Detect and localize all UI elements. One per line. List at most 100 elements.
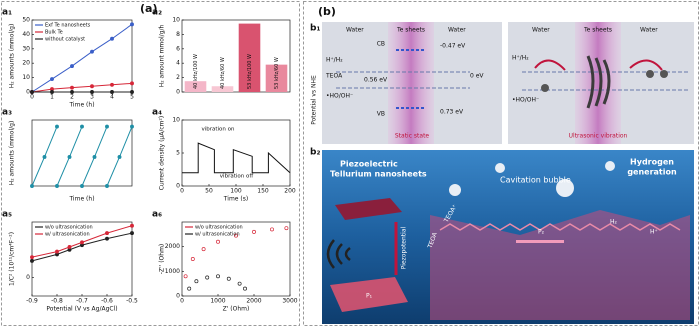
- point: [105, 124, 109, 129]
- point: [70, 85, 74, 90]
- y-tick-label: 0: [26, 274, 30, 281]
- label: •HO/OH⁻: [326, 93, 353, 100]
- panel-b-frame: [303, 1, 699, 326]
- x-axis-label: Time (s): [223, 196, 248, 203]
- point: [90, 90, 94, 94]
- label: Static state: [395, 133, 430, 140]
- x-tick-label: 50: [205, 188, 213, 195]
- y-tick-label: 10: [172, 17, 180, 24]
- point: [30, 255, 34, 260]
- bar: [184, 81, 207, 92]
- x-tick-label: 150: [257, 188, 269, 195]
- point: [130, 81, 134, 86]
- label: VB: [377, 111, 385, 118]
- b2-illustration: Piezoelectric Tellurium nanosheets Cavit…: [322, 150, 694, 324]
- plot-frame: [181, 221, 291, 297]
- x-tick-label: 3000: [282, 298, 297, 305]
- panel-label: b₂: [310, 148, 320, 158]
- label: •HO/OH⁻: [512, 97, 539, 104]
- x-tick-label: -0.6: [101, 298, 113, 305]
- panel-a-frame: [1, 1, 300, 326]
- point: [130, 231, 134, 236]
- legend-label: w/o ultrasonication: [195, 225, 243, 231]
- legend-label: w/ ultrasonication: [195, 232, 240, 238]
- label: H⁺: [650, 229, 658, 236]
- point: [90, 49, 94, 54]
- panel-label: (b): [318, 5, 336, 18]
- bubble: [495, 163, 505, 173]
- panel-label: a₅: [2, 210, 12, 220]
- label: generation: [627, 168, 677, 177]
- y-axis-label: Current density (μA/cm²): [159, 116, 166, 191]
- point: [216, 239, 220, 244]
- x-tick-label: -0.7: [76, 298, 88, 305]
- bar-label: 40 kHz/60 W: [220, 57, 226, 89]
- point: [50, 90, 54, 94]
- label: Tellurium nanosheets: [330, 170, 427, 179]
- point: [130, 223, 134, 228]
- axis-label: Potential vs NHE: [311, 75, 318, 125]
- point: [70, 90, 74, 94]
- x-tick-label: 1: [50, 94, 54, 101]
- x-tick-label: 0: [30, 94, 34, 101]
- y-tick-label: 0: [176, 89, 180, 96]
- point: [105, 184, 109, 188]
- point: [80, 124, 84, 129]
- panel-label: a₆: [152, 210, 162, 220]
- point: [183, 274, 188, 279]
- point: [216, 274, 220, 279]
- y-tick-label: 8: [176, 31, 180, 38]
- point: [110, 90, 114, 94]
- bar-label: 53 kHz/60 W: [274, 57, 280, 89]
- point: [130, 22, 134, 27]
- label: H₂: [610, 219, 618, 226]
- line: [31, 232, 133, 262]
- bar-label: 53 kHz/100 W: [247, 54, 253, 89]
- label: Te sheets: [396, 27, 425, 34]
- x-tick-label: 2: [70, 94, 74, 101]
- bar: [265, 64, 288, 92]
- label: H⁺/H₂: [512, 55, 529, 62]
- point: [92, 155, 97, 159]
- y-tick-label: 0: [26, 89, 30, 96]
- x-tick-label: 3: [90, 94, 94, 101]
- label: 0.73 eV: [440, 109, 464, 116]
- label: Piezopotential: [401, 226, 408, 269]
- x-tick-label: 100: [230, 188, 242, 195]
- point: [42, 155, 47, 159]
- x-tick-label: -0.8: [51, 298, 63, 305]
- x-tick-label: 200: [284, 188, 296, 195]
- y-tick-label: 2000: [165, 243, 180, 250]
- label: TEOA: [325, 73, 343, 80]
- y-tick-label: 5: [176, 150, 180, 157]
- point: [80, 240, 84, 245]
- hole: [541, 84, 549, 92]
- y-tick-label: 10: [22, 74, 30, 81]
- b1-left: Water Te sheets Water CB VB -0.47 eV 0 e…: [322, 22, 502, 144]
- label: P₂: [538, 229, 545, 236]
- nanosheet: [330, 277, 408, 312]
- x-tick-label: 0: [180, 298, 184, 305]
- panel-label: a₂: [152, 8, 162, 18]
- point: [55, 249, 59, 254]
- x-tick-label: 0: [180, 188, 184, 195]
- bubble: [556, 179, 574, 197]
- bar-label: 40 kHz/100 W: [193, 54, 199, 89]
- line: [31, 126, 133, 187]
- point: [205, 275, 210, 280]
- y-tick-label: 10: [172, 117, 180, 124]
- y-tick-label: 50: [22, 17, 30, 24]
- legend-label: w/ ultrasonication: [45, 232, 90, 238]
- point: [80, 184, 84, 188]
- annotation: vibration off: [220, 174, 254, 180]
- x-axis-label: Time (h): [68, 102, 94, 109]
- point: [50, 77, 54, 81]
- label: Te sheets: [583, 27, 612, 34]
- point: [190, 257, 195, 261]
- lattice: [430, 210, 690, 320]
- point: [243, 286, 247, 291]
- annotation: vibration on: [201, 127, 235, 133]
- point: [67, 155, 72, 159]
- y-tick-label: 6: [176, 45, 180, 52]
